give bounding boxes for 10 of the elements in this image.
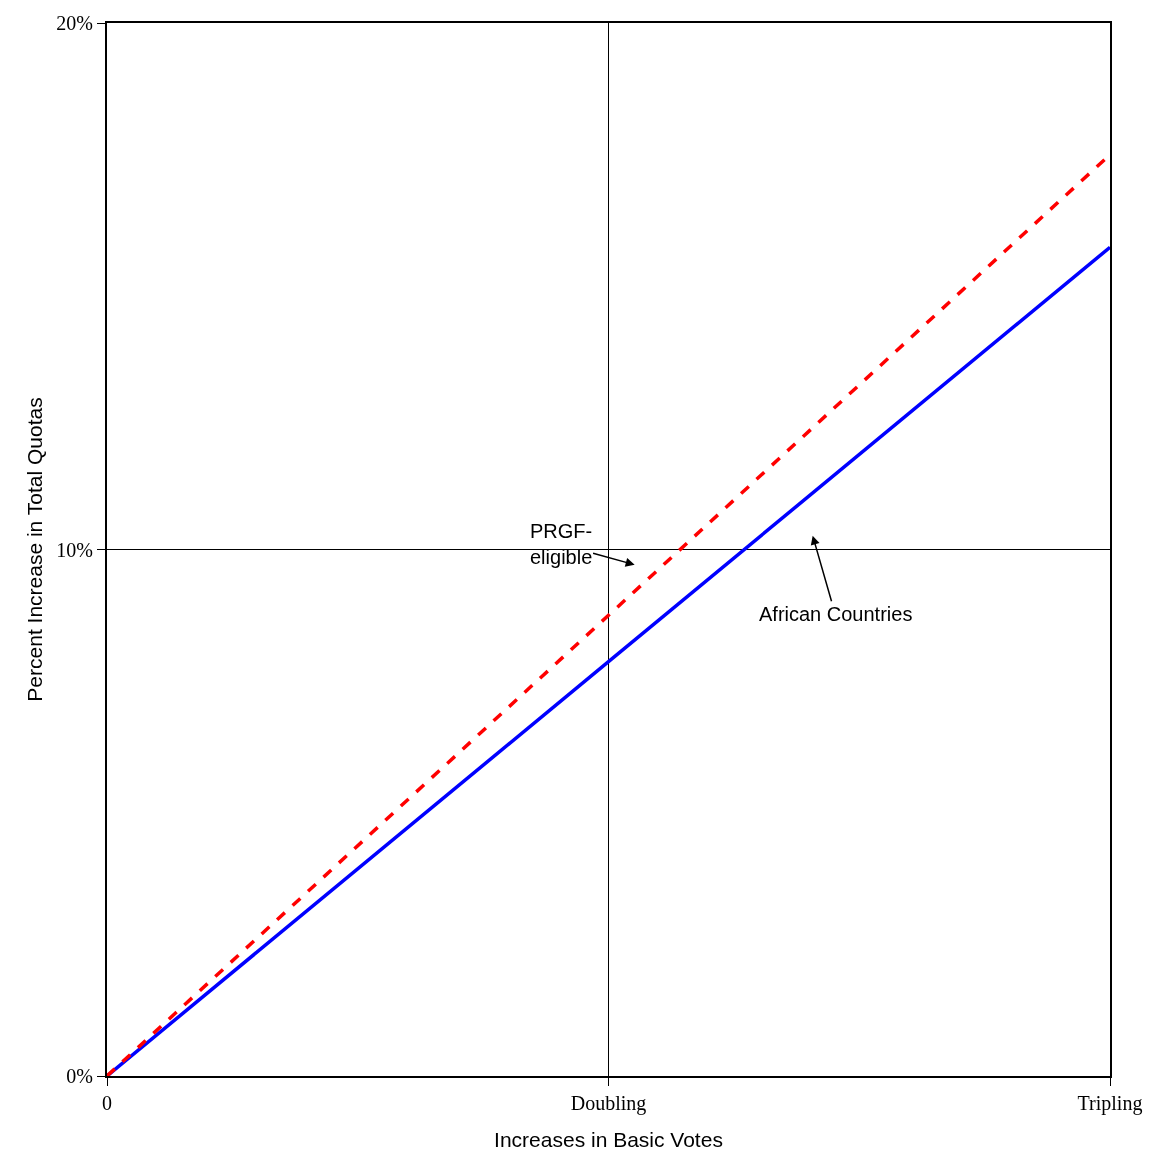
y-tick-label: 20%	[56, 12, 93, 34]
annotation: PRGF- eligible	[530, 520, 593, 568]
x-tick-label: 0	[102, 1092, 112, 1114]
y-tick-label: 0%	[66, 1065, 93, 1087]
annotation: African Countries	[759, 603, 913, 625]
x-tick-label: Doubling	[570, 1092, 647, 1115]
x-tick-label: Tripling	[1077, 1092, 1143, 1115]
y-tick-label: 10%	[56, 538, 93, 561]
y-axis-title: Percent Increase in Total Quotas	[22, 397, 46, 702]
x-axis-title: Increases in Basic Votes	[494, 1127, 723, 1151]
